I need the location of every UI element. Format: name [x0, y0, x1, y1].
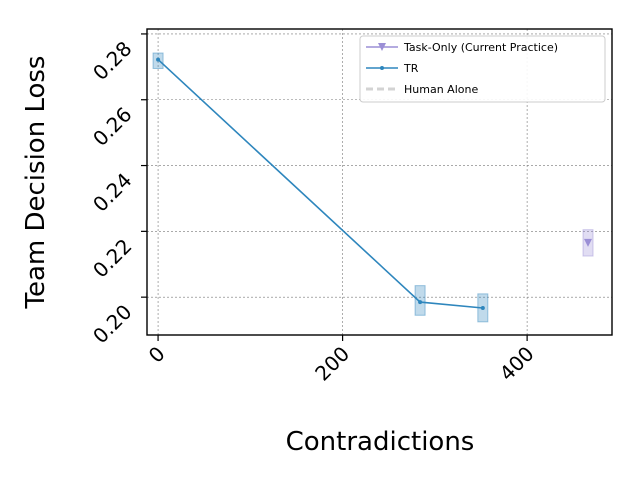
y-tick-label: 0.20 — [88, 300, 136, 348]
y-tick-label: 0.26 — [88, 102, 136, 150]
legend-item: Task-Only (Current Practice) — [366, 41, 558, 54]
x-axis-label: Contradictions — [286, 427, 475, 457]
grid-lines — [147, 29, 612, 335]
x-tick-label: 200 — [310, 342, 354, 386]
data-point — [418, 300, 423, 305]
legend-label: Task-Only (Current Practice) — [403, 41, 558, 54]
series-tr — [152, 52, 489, 323]
legend: Task-Only (Current Practice) TR Human Alon… — [359, 35, 606, 103]
legend-label: TR — [403, 62, 419, 75]
series-task-only-current-practice- — [582, 229, 594, 257]
y-tick-label: 0.28 — [88, 37, 136, 85]
plot-area-frame — [146, 28, 613, 336]
legend-item: Human Alone — [366, 83, 478, 96]
series-layer — [152, 52, 594, 323]
y-axis-label: Team Decision Loss — [21, 56, 51, 310]
y-tick-label: 0.24 — [88, 168, 136, 216]
x-tick-label: 400 — [495, 342, 539, 386]
data-point — [480, 306, 485, 311]
legend-marker — [380, 66, 384, 70]
data-point — [156, 57, 161, 62]
legend-marker — [378, 43, 386, 51]
legend-label: Human Alone — [404, 83, 478, 96]
x-tick-label: 0 — [144, 342, 170, 368]
data-point — [584, 238, 593, 247]
y-tick-label: 0.22 — [88, 234, 136, 282]
legend-item: TR — [366, 62, 419, 75]
legend-box — [359, 35, 606, 103]
